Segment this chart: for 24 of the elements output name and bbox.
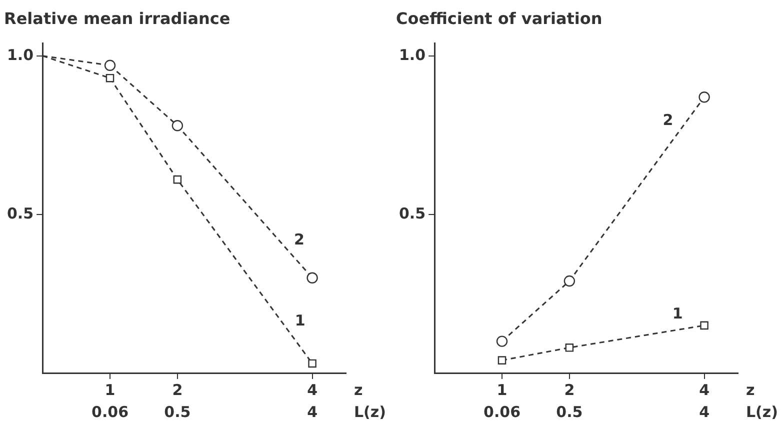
text: 4 (699, 402, 710, 421)
x-tick-label: 2 (564, 380, 575, 399)
text: L(z) (354, 402, 386, 421)
x-axis-title: z (354, 380, 363, 399)
series-label: 1 (672, 304, 683, 323)
text: 0.06 (91, 402, 129, 421)
text: L(z) (746, 402, 778, 421)
x-tick-label: 1 (104, 380, 116, 399)
x-tick-label: 4 (307, 380, 318, 399)
y-tick-label: 1.0 (6, 46, 34, 64)
series-label: 2 (662, 111, 674, 130)
chart-title: Relative mean irradiance (4, 8, 230, 28)
text: 0.5 (556, 402, 583, 421)
text: 0.5 (164, 402, 191, 421)
x-tick-label: 1 (496, 380, 508, 399)
x-axis-title: z (746, 380, 755, 399)
x-tick-label: 2 (172, 380, 183, 399)
y-tick-label: 1.0 (398, 46, 426, 64)
text: 0.06 (483, 402, 521, 421)
series-label: 1 (294, 311, 306, 330)
chart-title: Coefficient of variation (396, 8, 602, 28)
x-tick-label: 4 (699, 380, 710, 399)
series-label: 2 (294, 230, 304, 248)
text: 4 (307, 402, 318, 421)
